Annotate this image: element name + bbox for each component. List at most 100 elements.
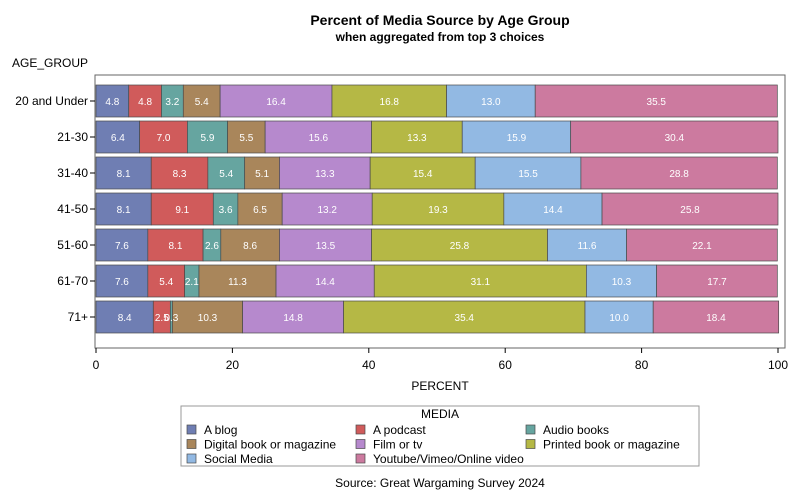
legend-label: Digital book or magazine [204, 438, 336, 452]
bar-social-media [547, 228, 627, 262]
bar-social-media [586, 264, 657, 298]
bar-audio-books [207, 156, 246, 190]
legend-swatch-digital-book-or-magazine [186, 439, 197, 449]
data-label: 3.2 [165, 97, 179, 108]
x-tick-label: 0 [93, 358, 100, 372]
bar-youtube-vimeo-online-video [570, 120, 779, 154]
data-label: 8.1 [117, 169, 131, 180]
legend-swatch-printed-book-or-magazine [525, 439, 536, 449]
legend-label: A blog [204, 423, 237, 437]
data-label: 13.2 [317, 205, 337, 216]
bar-a-blog [95, 156, 152, 190]
bar-social-media [503, 192, 603, 226]
data-label: 16.4 [266, 97, 286, 108]
bar-a-blog [95, 228, 149, 262]
bar-a-blog [95, 264, 149, 298]
legend-swatch-youtube-vimeo-online-video [355, 453, 366, 464]
data-label: 31.1 [471, 277, 491, 288]
data-label: 8.1 [117, 205, 131, 216]
y-tick-label: 20 and Under [15, 94, 88, 108]
bar-printed-book-or-magazine [331, 84, 447, 118]
data-label: 8.1 [168, 241, 182, 252]
bar-film-or-tv [242, 300, 344, 334]
legend-label: Printed book or magazine [543, 438, 680, 452]
bar-printed-book-or-magazine [343, 300, 586, 334]
data-label: 5.4 [219, 169, 233, 180]
data-label: 8.6 [243, 241, 257, 252]
bar-printed-book-or-magazine [369, 156, 476, 190]
data-label: 9.1 [175, 205, 189, 216]
data-label: 15.6 [309, 133, 329, 144]
data-label: 5.4 [159, 277, 173, 288]
data-label: 11.3 [228, 277, 247, 288]
data-label: 2.5 [155, 313, 169, 324]
data-label: 7.6 [115, 277, 129, 288]
data-label: 11.6 [578, 241, 597, 252]
bar-youtube-vimeo-online-video [580, 156, 778, 190]
data-label: 5.5 [239, 133, 253, 144]
bar-digital-book-or-magazine [227, 120, 266, 154]
bar-youtube-vimeo-online-video [626, 228, 778, 262]
bar-film-or-tv [279, 156, 371, 190]
y-axis-ticks: 20 and Under 21-30 31-40 41-50 51-60 61-70 71+ [15, 94, 95, 324]
legend-swatch-a-blog [186, 424, 197, 435]
data-label: 35.5 [647, 97, 667, 108]
chart-title: Percent of Media Source by Age Group [310, 12, 569, 28]
data-label: 18.4 [706, 313, 726, 324]
data-label: 30.4 [665, 133, 685, 144]
chart-subtitle: when aggregated from top 3 choices [335, 30, 545, 44]
legend-swatch-audio-books [525, 424, 536, 435]
bar-social-media [584, 300, 654, 334]
bar-youtube-vimeo-online-video [652, 300, 780, 334]
data-label: 10.3 [612, 277, 632, 288]
data-label: 13.5 [316, 241, 336, 252]
data-label: 16.8 [380, 97, 400, 108]
data-label: 13.3 [407, 133, 427, 144]
data-label: 25.8 [450, 241, 470, 252]
bar-a-blog [95, 192, 152, 226]
y-axis-label: AGE_GROUP [12, 56, 88, 70]
data-label: 22.1 [692, 241, 712, 252]
data-label: 10.3 [198, 313, 218, 324]
legend-label: Audio books [543, 423, 609, 437]
legend-label: Youtube/Vimeo/Online video [373, 452, 524, 466]
x-tick-label: 100 [768, 358, 788, 372]
data-label: 4.8 [138, 97, 152, 108]
y-tick-label: 61-70 [57, 274, 88, 288]
data-label: 0.3 [164, 313, 178, 324]
bar-film-or-tv [264, 120, 372, 154]
data-label: 7.6 [115, 241, 129, 252]
bar-printed-book-or-magazine [371, 228, 548, 262]
bar-digital-book-or-magazine [182, 84, 221, 118]
bar-a-blog [95, 84, 130, 118]
y-tick-label: 71+ [68, 310, 88, 324]
bar-a-podcast [139, 120, 188, 154]
x-axis-label: PERCENT [411, 379, 469, 393]
segment-labels: 4.8 4.8 3.2 5.4 16.4 16.8 13.0 35.5 6.4 7.0 5.9 5.5… [105, 97, 727, 324]
bar-printed-book-or-magazine [373, 264, 587, 298]
bar-film-or-tv [281, 192, 373, 226]
x-tick-label: 60 [499, 358, 513, 372]
bar-a-podcast [150, 156, 209, 190]
legend-items: A blog A podcast Audio books Digital book o… [186, 423, 680, 466]
data-label: 4.8 [105, 97, 119, 108]
y-tick-label: 51-60 [57, 238, 88, 252]
legend-title: MEDIA [421, 407, 459, 421]
data-label: 17.7 [707, 277, 727, 288]
data-label: 5.9 [201, 133, 215, 144]
data-label: 14.4 [315, 277, 335, 288]
data-label: 15.4 [413, 169, 433, 180]
data-label: 5.4 [195, 97, 209, 108]
bar-audio-books [187, 120, 228, 154]
bar-printed-book-or-magazine [371, 192, 505, 226]
bar-youtube-vimeo-online-video [656, 264, 778, 298]
bar-digital-book-or-magazine [220, 228, 280, 262]
data-label: 28.8 [669, 169, 689, 180]
bar-film-or-tv [219, 84, 333, 118]
data-label: 19.3 [428, 205, 448, 216]
bar-segments [95, 84, 780, 334]
y-tick-label: 31-40 [57, 166, 88, 180]
data-label: 14.8 [283, 313, 303, 324]
data-label: 25.8 [680, 205, 700, 216]
